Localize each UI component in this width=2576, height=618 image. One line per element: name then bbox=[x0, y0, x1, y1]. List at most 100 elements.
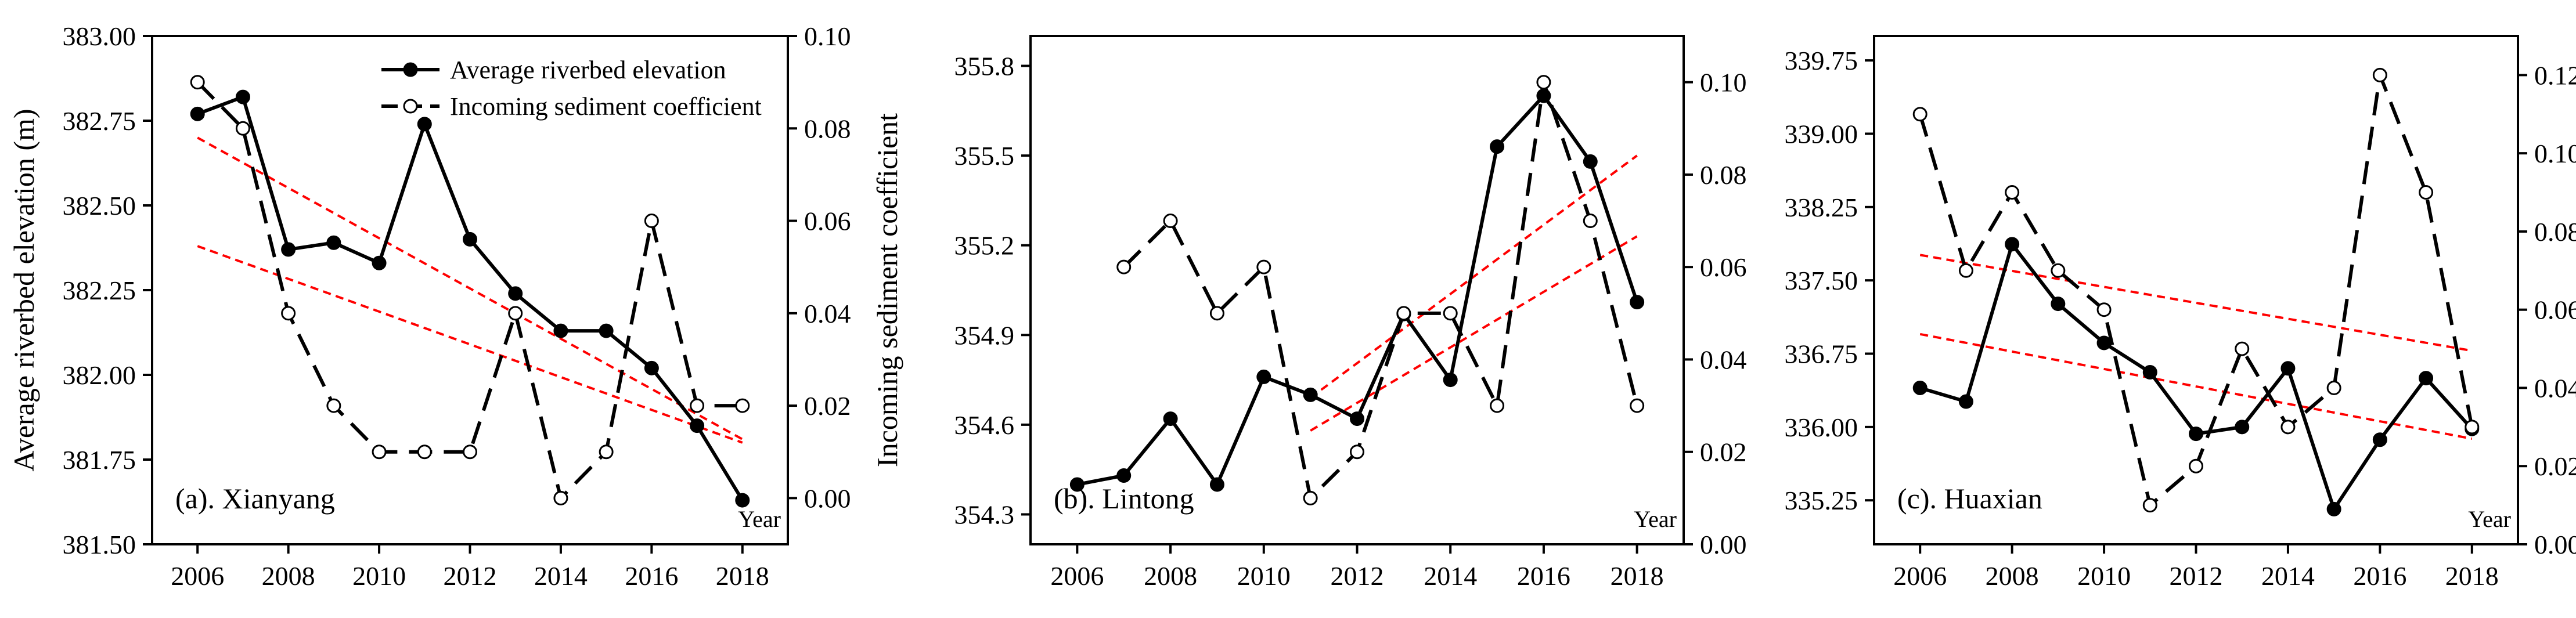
legend-marker bbox=[403, 62, 418, 77]
riverbed-elevation-point bbox=[2096, 335, 2112, 350]
y-left-tick-label: 339.00 bbox=[1785, 119, 1858, 149]
riverbed-elevation-point bbox=[1256, 369, 1271, 384]
x-tick-label: 2008 bbox=[1986, 561, 2039, 591]
y-right-tick-label: 0.12 bbox=[2534, 60, 2576, 90]
x-tick-label: 2018 bbox=[1611, 561, 1664, 591]
riverbed-elevation-point bbox=[2235, 420, 2250, 435]
panel-label: (c). Huaxian bbox=[1897, 482, 2042, 515]
x-tick-label: 2012 bbox=[444, 561, 497, 591]
x-tick-label: 2014 bbox=[534, 561, 588, 591]
trend-line bbox=[1919, 254, 2473, 352]
riverbed-elevation-point bbox=[1583, 154, 1598, 169]
sediment-coefficient-point bbox=[1583, 214, 1598, 229]
y-right-tick-label: 0.00 bbox=[1700, 530, 1747, 559]
y-left-tick-label: 382.25 bbox=[63, 276, 136, 305]
riverbed-elevation-point bbox=[1490, 139, 1505, 154]
sediment-coefficient-point bbox=[2419, 185, 2434, 200]
x-axis-end-label: Year bbox=[2468, 506, 2511, 532]
trend-line bbox=[1919, 333, 2473, 440]
y-right-tick-label: 0.10 bbox=[1700, 68, 1747, 97]
sediment-coefficient-point bbox=[2326, 380, 2341, 395]
sediment-coefficient-point bbox=[1630, 398, 1645, 413]
y-left-tick-label: 383.00 bbox=[63, 21, 136, 51]
riverbed-elevation-point bbox=[1350, 411, 1364, 427]
sediment-coefficient-point bbox=[417, 444, 432, 460]
y-right-tick-label: 0.04 bbox=[2534, 373, 2576, 403]
riverbed-elevation-point bbox=[2280, 361, 2296, 376]
sediment-coefficient-point bbox=[190, 75, 205, 90]
y-right-tick-label: 0.04 bbox=[804, 299, 851, 328]
sediment-coefficient-point bbox=[2280, 420, 2296, 435]
sediment-coefficient-point bbox=[326, 398, 341, 413]
trend-line bbox=[197, 245, 743, 444]
riverbed-elevation-point bbox=[1912, 380, 1928, 395]
x-tick-label: 2014 bbox=[2261, 561, 2315, 591]
riverbed-elevation-point bbox=[1069, 477, 1085, 492]
riverbed-elevation-point bbox=[2372, 432, 2387, 447]
y-left-axis-title: Average riverbed elevation (m) bbox=[8, 109, 40, 471]
sediment-coefficient-point bbox=[508, 306, 523, 321]
x-axis-end-label: Year bbox=[738, 506, 781, 532]
riverbed-elevation-point bbox=[281, 242, 296, 257]
x-tick-label: 2006 bbox=[1050, 561, 1104, 591]
sediment-coefficient-point bbox=[1163, 214, 1178, 229]
y-left-tick-label: 338.25 bbox=[1785, 193, 1858, 222]
riverbed-elevation-point bbox=[553, 323, 568, 338]
sediment-coefficient-point bbox=[1116, 259, 1132, 274]
sediment-coefficient-point bbox=[2096, 302, 2112, 317]
sediment-coefficient-point bbox=[644, 214, 659, 229]
riverbed-elevation-point bbox=[235, 89, 250, 104]
y-left-tick-label: 336.75 bbox=[1785, 339, 1858, 369]
sediment-coefficient-point bbox=[2465, 420, 2480, 435]
legend-marker bbox=[403, 99, 418, 114]
riverbed-elevation-point bbox=[599, 323, 614, 338]
riverbed-elevation-point bbox=[417, 117, 432, 132]
chart-panel-1: 2006 2008 2010 2012 2014 2016 2018 381.50 381.75… bbox=[8, 21, 903, 591]
y-left-tick-label: 354.9 bbox=[954, 320, 1015, 350]
sediment-coefficient-point bbox=[2372, 67, 2387, 82]
x-tick-label: 2010 bbox=[2077, 561, 2131, 591]
y-left-tick-label: 354.6 bbox=[954, 410, 1015, 440]
x-axis-end-label: Year bbox=[1634, 506, 1677, 532]
x-tick-label: 2012 bbox=[1331, 561, 1384, 591]
y-left-tick-label: 339.75 bbox=[1785, 46, 1858, 75]
riverbed-elevation-point bbox=[644, 360, 659, 375]
riverbed-elevation-point bbox=[1303, 387, 1318, 402]
y-right-tick-label: 0.06 bbox=[1700, 252, 1747, 282]
riverbed-elevation-point bbox=[735, 493, 750, 508]
y-right-tick-label: 0.02 bbox=[2534, 451, 2576, 481]
sediment-coefficient-point bbox=[553, 490, 568, 505]
y-right-tick-label: 0.08 bbox=[2534, 217, 2576, 247]
legend-label: Incoming sediment coefficient bbox=[450, 92, 762, 121]
riverbed-elevation-point bbox=[1116, 468, 1132, 483]
sediment-coefficient-point bbox=[1536, 75, 1551, 90]
riverbed-elevation-line bbox=[197, 95, 744, 501]
sediment-coefficient-point bbox=[2235, 341, 2250, 356]
y-left-tick-label: 382.50 bbox=[63, 191, 136, 221]
riverbed-elevation-point bbox=[508, 286, 523, 301]
riverbed-elevation-line bbox=[1076, 94, 1639, 486]
y-left-tick-label: 381.50 bbox=[63, 530, 136, 559]
sediment-coefficient-line bbox=[1122, 80, 1639, 500]
x-tick-label: 2010 bbox=[352, 561, 406, 591]
y-left-tick-label: 381.75 bbox=[63, 445, 136, 475]
sediment-coefficient-point bbox=[1209, 306, 1224, 321]
sediment-coefficient-point bbox=[2189, 458, 2203, 474]
sediment-coefficient-point bbox=[1303, 490, 1318, 505]
riverbed-elevation-point bbox=[463, 232, 477, 247]
x-tick-label: 2018 bbox=[716, 561, 769, 591]
sediment-coefficient-point bbox=[735, 398, 750, 413]
sediment-coefficient-point bbox=[2051, 263, 2066, 278]
x-tick-label: 2006 bbox=[1893, 561, 1947, 591]
trend-line bbox=[1309, 154, 1638, 399]
sediment-coefficient-point bbox=[1912, 107, 1928, 122]
x-tick-label: 2018 bbox=[2445, 561, 2499, 591]
riverbed-elevation-point bbox=[2419, 371, 2434, 386]
sediment-coefficient-point bbox=[463, 444, 477, 460]
trend-line bbox=[1310, 235, 1638, 432]
chart-panel-2: 2006 2008 2010 2012 2014 2016 2018 354.3 354.6 35… bbox=[954, 35, 1747, 591]
sediment-coefficient-point bbox=[1958, 263, 1973, 278]
y-right-tick-label: 0.10 bbox=[804, 21, 851, 51]
riverbed-elevation-point bbox=[2189, 427, 2203, 442]
